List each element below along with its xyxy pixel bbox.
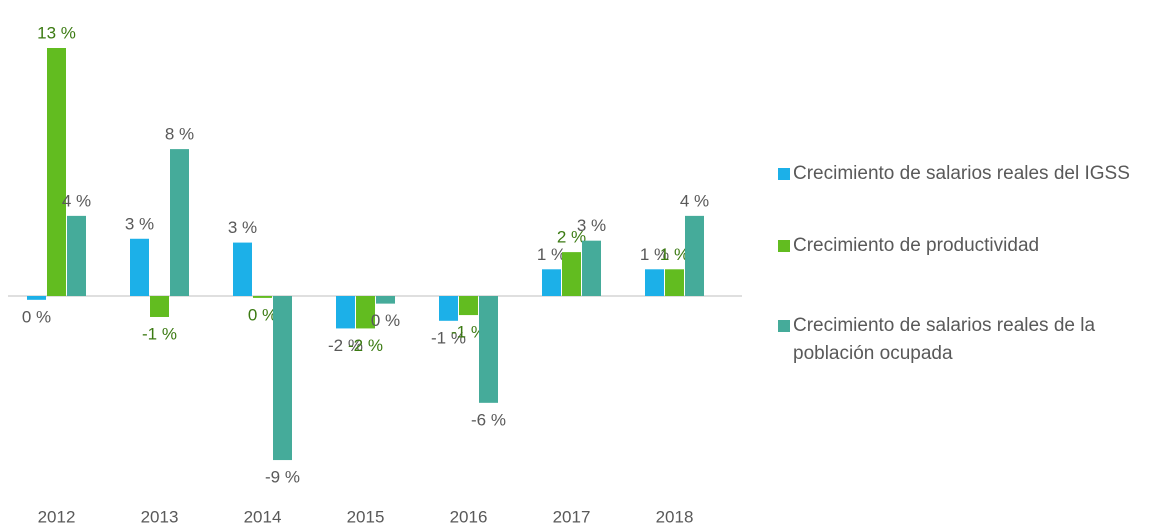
data-label: 2 %	[557, 228, 586, 247]
data-label: 1 %	[640, 245, 669, 264]
bar	[67, 215, 86, 296]
data-label: -2 %	[328, 336, 363, 355]
bar	[459, 296, 478, 316]
bar	[376, 296, 395, 304]
bar	[47, 48, 66, 296]
bar	[356, 296, 375, 329]
data-label: -1 %	[451, 323, 486, 342]
bar	[150, 296, 169, 317]
bar	[542, 269, 561, 296]
legend-swatch	[778, 168, 790, 180]
legend-item: Crecimiento de salarios reales de la pob…	[778, 312, 1148, 368]
legend-label: Crecimiento de salarios reales de la pob…	[793, 315, 1096, 364]
legend-swatch	[778, 240, 790, 252]
data-label: -2 %	[348, 336, 383, 355]
bar	[479, 296, 498, 403]
data-label: 0 %	[22, 307, 51, 326]
data-label: 1 %	[660, 245, 689, 264]
legend-label: Crecimiento de productividad	[793, 235, 1040, 256]
bar	[273, 296, 292, 461]
bar	[336, 296, 355, 329]
bar	[645, 269, 664, 296]
data-label: 0 %	[371, 311, 400, 330]
bar	[27, 296, 46, 300]
x-tick-label: 2016	[450, 507, 488, 526]
data-label: 8 %	[165, 125, 194, 144]
legend-item: Crecimiento de productividad	[778, 232, 1148, 260]
data-label: 13 %	[37, 23, 76, 42]
bar	[170, 149, 189, 296]
data-label: 4 %	[680, 191, 709, 210]
x-tick-label: 2012	[38, 507, 76, 526]
bar	[582, 240, 601, 296]
bar	[685, 215, 704, 296]
data-label: 0 %	[248, 305, 277, 324]
bar	[130, 238, 149, 296]
x-tick-label: 2017	[553, 507, 591, 526]
x-tick-label: 2014	[244, 507, 282, 526]
bar	[439, 296, 458, 321]
chart: 2012 0 % 13 % 4 % 2013 3 % -1 % 8 % 2014 3 % 0 % -9…	[8, 23, 742, 526]
bar	[253, 296, 272, 298]
x-tick-label: 2013	[141, 507, 179, 526]
legend-swatch	[778, 320, 790, 332]
legend-label: Crecimiento de salarios reales del IGSS	[793, 163, 1130, 184]
data-label: 3 %	[125, 214, 154, 233]
data-label: 3 %	[577, 216, 606, 235]
data-label: 4 %	[62, 191, 91, 210]
bar	[562, 252, 581, 296]
data-label: 3 %	[228, 218, 257, 237]
legend-item: Crecimiento de salarios reales del IGSS	[778, 160, 1148, 188]
bar	[665, 269, 684, 296]
data-label: -9 %	[265, 468, 300, 487]
data-label: -6 %	[471, 410, 506, 429]
data-label: 1 %	[537, 245, 566, 264]
x-tick-label: 2018	[656, 507, 694, 526]
bar	[233, 242, 252, 296]
data-label: -1 %	[431, 328, 466, 347]
data-label: -1 %	[142, 324, 177, 343]
x-tick-label: 2015	[347, 507, 385, 526]
